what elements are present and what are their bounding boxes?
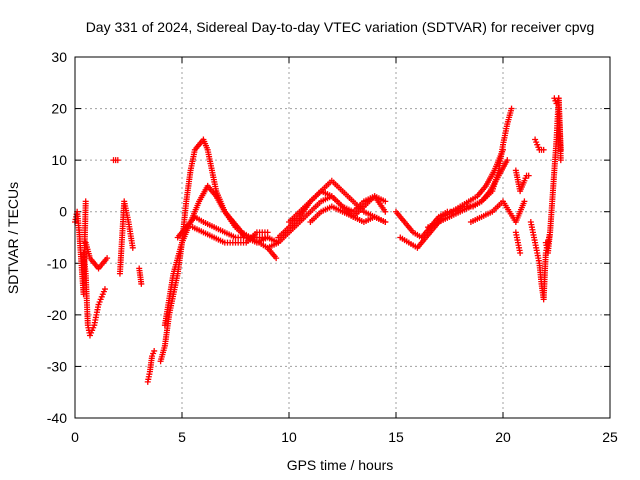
series-arc19 [467, 198, 528, 226]
data-point [129, 244, 136, 251]
series-arc9 [161, 182, 280, 329]
series-arc7 [144, 347, 158, 385]
y-tick-label: -20 [47, 307, 67, 323]
series-arc23 [512, 229, 524, 256]
data-point [540, 146, 547, 153]
x-tick-label: 0 [71, 429, 79, 445]
series-arc11 [189, 224, 271, 246]
y-tick-label: -40 [47, 410, 67, 426]
data-point [521, 198, 528, 205]
data-point [82, 198, 89, 205]
data-point [382, 198, 389, 205]
data-point [273, 255, 280, 262]
y-tick-label: -30 [47, 358, 67, 374]
series-arc25 [551, 95, 564, 164]
series-arc5 [116, 198, 136, 277]
series-arc21 [527, 219, 554, 303]
series-arc6 [136, 265, 145, 287]
series-arc18 [425, 105, 515, 231]
y-tick-label: 0 [59, 204, 67, 220]
data-point [508, 105, 515, 112]
series-arc2 [80, 249, 108, 339]
series-arc4 [110, 157, 121, 164]
data-point [382, 219, 389, 226]
data-point [264, 229, 271, 236]
data-marks [72, 95, 564, 385]
data-point [104, 255, 111, 262]
data-point [101, 286, 108, 293]
data-point [517, 249, 524, 256]
plot-frame [74, 56, 611, 419]
series-arc8 [157, 136, 271, 365]
y-tick-label: -10 [47, 255, 67, 271]
y-tick-label: 30 [51, 49, 67, 65]
data-point [557, 157, 564, 164]
data-point [138, 280, 145, 287]
x-tick-label: 15 [388, 429, 404, 445]
data-point [382, 208, 389, 215]
data-point [504, 157, 511, 164]
series-arc16 [393, 157, 511, 241]
y-tick-label: 20 [51, 101, 67, 117]
y-axis-label: SDTVAR / TECUs [5, 182, 21, 294]
series-arc24 [542, 95, 564, 256]
x-tick-label: 10 [281, 429, 297, 445]
series-arc15 [307, 193, 389, 226]
data-point [151, 347, 158, 354]
x-tick-label: 5 [178, 429, 186, 445]
x-tick-label: 20 [495, 429, 511, 445]
series-arc22 [532, 136, 547, 153]
data-point [114, 157, 121, 164]
x-tick-label: 25 [602, 429, 618, 445]
chart-title: Day 331 of 2024, Sidereal Day-to-day VTE… [86, 19, 595, 35]
y-tick-label: 10 [51, 152, 67, 168]
data-point [525, 172, 532, 179]
series-arc3 [82, 239, 111, 272]
x-axis-label: GPS time / hours [287, 457, 394, 473]
grid [75, 57, 610, 418]
series-arc20 [512, 167, 532, 195]
